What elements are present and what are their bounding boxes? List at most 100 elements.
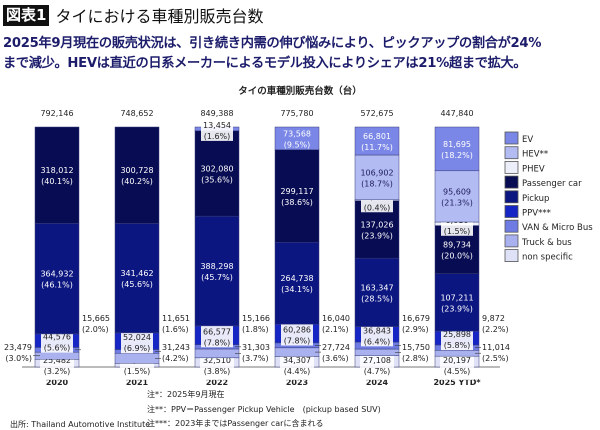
- x-tick-label: 2024: [366, 378, 389, 387]
- label-background: [200, 354, 234, 380]
- data-label-pct: (38.6%): [281, 198, 313, 207]
- data-label: 11,014: [482, 343, 510, 352]
- data-label-pct: (18.2%): [441, 151, 473, 160]
- bar-segment: [34, 351, 80, 360]
- legend-label: Pickup: [522, 194, 549, 204]
- label-background: [201, 325, 233, 348]
- data-label-pct: (40.2%): [121, 177, 153, 186]
- legend-swatch: [504, 219, 519, 233]
- data-label-pct: (2.9%): [402, 325, 429, 334]
- x-tick-label: 2021: [126, 378, 149, 387]
- bar-total-label: 748,652: [120, 109, 153, 118]
- data-label: 60,286: [283, 326, 311, 335]
- bar-segment: [274, 347, 320, 357]
- data-label-pct: (21.3%): [441, 198, 473, 207]
- data-label: 137,026: [360, 220, 393, 229]
- data-label-pct: (2.0%): [82, 325, 109, 334]
- bar-segment: [114, 353, 160, 364]
- legend-label: VAN & Micro Bus: [522, 223, 593, 233]
- footnote-3: 注***：2023年まではPassenger carに含まれる: [147, 419, 324, 428]
- figure-header: 図表1 タイにおける車種別販売台数: [3, 3, 263, 27]
- bar-segment: [354, 257, 400, 327]
- bar-total-label: 792,146: [40, 109, 73, 118]
- data-label: 34,307: [283, 356, 311, 365]
- legend-label: HEV**: [522, 150, 548, 160]
- data-label: 25,482: [43, 356, 71, 365]
- data-label: 95,609: [443, 187, 471, 196]
- bar-segment: [114, 126, 160, 224]
- data-label-pct: (46.1%): [41, 281, 73, 290]
- data-label: 302,080: [200, 164, 233, 173]
- data-label-pct: (1.5%): [124, 367, 151, 376]
- data-label: 81,695: [443, 140, 471, 149]
- data-label: 27,724: [322, 343, 350, 352]
- data-label-pct: (3.6%): [322, 354, 349, 363]
- figure-subtitle: 2025年9月現在の販売状況は、引き続き内需の伸び悩みにより、ピックアップの割合…: [3, 34, 599, 74]
- data-label: 20,197: [443, 356, 471, 365]
- data-label-pct: (18.7%): [361, 179, 393, 188]
- data-label: 27,108: [363, 356, 391, 365]
- bar-segment: [114, 223, 160, 334]
- bar-segment: [354, 154, 400, 201]
- legend-swatch: [504, 160, 519, 174]
- data-label: 300,728: [120, 166, 153, 175]
- label-background: [201, 118, 233, 141]
- data-label-pct: (1.6%): [162, 325, 189, 334]
- data-label: 341,462: [120, 269, 153, 278]
- data-label-pct: (3.8%): [204, 367, 231, 376]
- data-label: 66,577: [203, 327, 231, 336]
- label-background: [281, 323, 313, 346]
- data-label-pct: (45.7%): [201, 273, 233, 282]
- bar-segment: [274, 242, 320, 325]
- legend-swatch: [504, 190, 519, 204]
- x-tick-label: 2022: [206, 378, 228, 387]
- legend-swatch: [504, 175, 519, 189]
- data-label: 9,872: [482, 314, 505, 323]
- data-label-pct: (6.9%): [124, 344, 151, 353]
- figure-title: タイにおける車種別販売台数: [55, 7, 264, 26]
- x-tick-label: 2025 YTD*: [433, 378, 481, 387]
- data-label-pct: (1.5%): [444, 227, 471, 236]
- x-tick-label: 2020: [46, 378, 69, 387]
- bar-segment: [434, 273, 480, 332]
- x-tick-label: 2023: [286, 378, 308, 387]
- chart-title: タイの車種別販売台数（台）: [238, 85, 362, 97]
- data-label: 264,738: [280, 274, 313, 283]
- label-background: [280, 354, 314, 380]
- bar-total-label: 572,675: [360, 109, 393, 118]
- data-label-pct: (1.6%): [204, 132, 231, 141]
- bar-segment: [194, 348, 240, 359]
- data-label: 388,298: [200, 262, 233, 271]
- figure-badge: 図表1: [3, 4, 50, 26]
- legend-swatch: [504, 131, 519, 145]
- data-label: 32,510: [203, 356, 231, 365]
- data-label-pct: (45.6%): [121, 280, 153, 289]
- data-label: 31,303: [242, 343, 270, 352]
- data-label-pct: (4.4%): [284, 367, 311, 376]
- data-label: 299,117: [280, 187, 313, 196]
- label-background: [440, 354, 474, 380]
- legend-label: PHEV: [522, 164, 545, 174]
- data-label: 73,568: [283, 129, 311, 138]
- data-label: 13,454: [203, 121, 231, 130]
- data-label: 15,665: [82, 314, 110, 323]
- data-label: 66,801: [363, 132, 391, 141]
- data-label-pct: (4.5%): [444, 367, 471, 376]
- bar-segment: [194, 215, 240, 327]
- data-label: 163,347: [360, 283, 393, 292]
- legend-swatch: [504, 249, 519, 263]
- data-label-pct: (7.8%): [204, 338, 231, 347]
- bar-total-label: 849,388: [200, 109, 233, 118]
- legend-label: Truck & bus: [521, 238, 572, 248]
- data-label: 107,211: [440, 293, 473, 302]
- data-label: 15,166: [242, 314, 270, 323]
- data-label: 31,243: [162, 343, 190, 352]
- bar-segment: [434, 126, 480, 172]
- data-label: 16,679: [402, 314, 430, 323]
- data-label: 89,734: [443, 241, 471, 250]
- data-label-pct: (3.0%): [5, 354, 32, 363]
- legend-swatch: [504, 234, 519, 248]
- data-label: 25,898: [443, 330, 471, 339]
- data-label-pct: (2.2%): [482, 325, 509, 334]
